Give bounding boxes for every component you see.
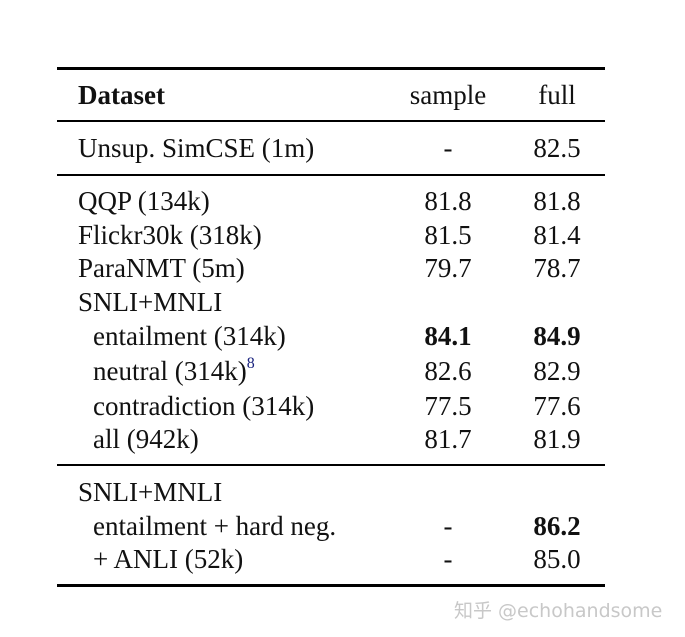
bottom-rule <box>57 584 605 587</box>
row-name: SNLI+MNLI <box>78 477 223 507</box>
row-name: neutral (314k) <box>93 356 247 386</box>
row-name: entailment + hard neg. <box>93 511 337 541</box>
row-sample: 79.7 <box>424 253 472 283</box>
row-sample: 81.8 <box>424 186 472 216</box>
row-name: QQP (134k) <box>78 186 210 216</box>
row-name: all (942k) <box>93 424 199 454</box>
row-sample: 81.5 <box>424 220 472 250</box>
row-sample: 84.1 <box>424 321 472 351</box>
row-name: Unsup. SimCSE (1m) <box>78 133 315 163</box>
row-full: 82.9 <box>533 356 581 386</box>
header-full: full <box>538 80 576 110</box>
row-full: 81.4 <box>533 220 581 250</box>
row-full: 77.6 <box>533 391 581 421</box>
row-sample: 82.6 <box>424 356 472 386</box>
row-sample: - <box>443 511 453 541</box>
row-sample: - <box>443 544 453 574</box>
footnote-link[interactable]: 8 <box>246 355 255 372</box>
header-dataset: Dataset <box>78 80 165 110</box>
header-rule <box>57 120 605 122</box>
row-name: SNLI+MNLI <box>78 287 223 317</box>
row-full: 86.2 <box>533 511 581 541</box>
watermark: 知乎 @echohandsome <box>454 600 663 622</box>
row-full: 85.0 <box>533 544 581 574</box>
row-sample: - <box>443 133 453 163</box>
row-sample: 77.5 <box>424 391 472 421</box>
row-full: 81.9 <box>533 424 581 454</box>
row-full: 81.8 <box>533 186 581 216</box>
row-name: + ANLI (52k) <box>93 544 244 574</box>
row-name-wrap: neutral (314k)8 <box>93 354 255 388</box>
row-name: entailment (314k) <box>93 321 286 351</box>
row-sample: 81.7 <box>424 424 472 454</box>
row-full: 78.7 <box>533 253 581 283</box>
row-full: 84.9 <box>533 321 581 351</box>
section-rule-1 <box>57 174 605 176</box>
row-name: contradiction (314k) <box>93 391 315 421</box>
section-rule-2 <box>57 464 605 466</box>
top-rule <box>57 67 605 70</box>
row-full: 82.5 <box>533 133 581 163</box>
header-sample: sample <box>409 80 487 110</box>
row-name: Flickr30k (318k) <box>78 220 262 250</box>
row-name: ParaNMT (5m) <box>78 253 245 283</box>
